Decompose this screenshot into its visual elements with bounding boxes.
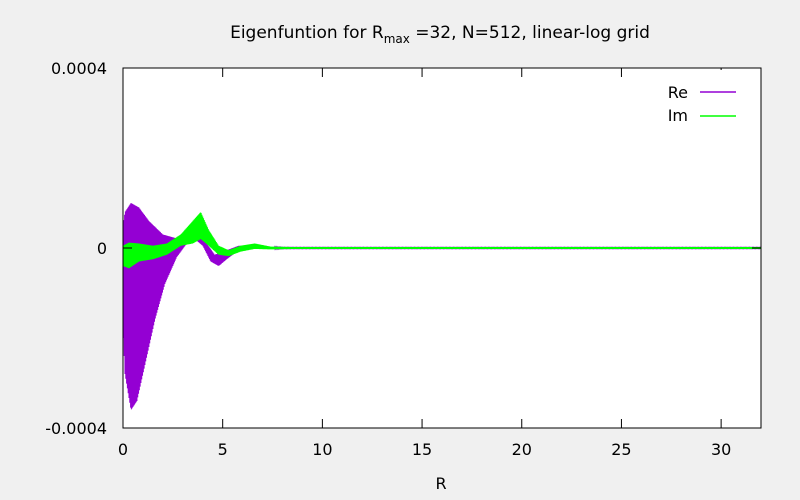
ticks-layer: 0 5 10 15 20 25 30 -0.0004 0 0.0004	[45, 59, 761, 459]
x-tick-label: 30	[711, 440, 731, 459]
x-tick-label: 0	[118, 440, 128, 459]
series-im	[122, 212, 762, 269]
x-tick-label: 25	[611, 440, 631, 459]
legend-label-re: Re	[668, 83, 688, 102]
legend: Re Im	[637, 70, 747, 137]
legend-box	[637, 70, 747, 137]
x-axis-label: R	[435, 474, 446, 493]
x-tick-label: 5	[218, 440, 228, 459]
series-im-line	[122, 212, 762, 269]
y-tick-label: 0	[97, 239, 107, 258]
x-tick-label: 20	[512, 440, 532, 459]
chart-title-prefix: Eigenfuntion for R	[230, 23, 384, 43]
y-tick-label: -0.0004	[45, 419, 107, 438]
chart-title-suffix: =32, N=512, linear-log grid	[410, 23, 650, 43]
legend-label-im: Im	[668, 106, 688, 125]
chart-title-subscript: max	[384, 32, 410, 46]
chart-title: Eigenfuntion for Rmax =32, N=512, linear…	[230, 23, 650, 46]
series-layer	[122, 202, 762, 410]
y-tick-label: 0.0004	[51, 59, 107, 78]
x-tick-label: 15	[412, 440, 432, 459]
x-tick-label: 10	[312, 440, 332, 459]
